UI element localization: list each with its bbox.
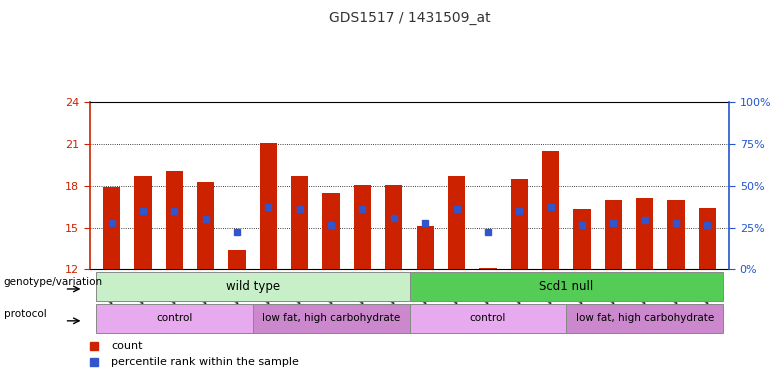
Bar bbox=[260, 143, 277, 269]
Bar bbox=[573, 210, 590, 269]
Bar bbox=[410, 272, 723, 301]
Text: percentile rank within the sample: percentile rank within the sample bbox=[112, 357, 299, 368]
Bar bbox=[354, 185, 371, 269]
Text: wild type: wild type bbox=[225, 280, 280, 293]
Text: control: control bbox=[156, 314, 193, 323]
Text: low fat, high carbohydrate: low fat, high carbohydrate bbox=[262, 314, 400, 323]
Bar bbox=[229, 250, 246, 269]
Bar bbox=[668, 200, 685, 269]
Bar bbox=[322, 193, 340, 269]
Text: GDS1517 / 1431509_at: GDS1517 / 1431509_at bbox=[328, 11, 491, 25]
Text: protocol: protocol bbox=[4, 309, 46, 319]
Bar bbox=[253, 304, 410, 333]
Text: low fat, high carbohydrate: low fat, high carbohydrate bbox=[576, 314, 714, 323]
Bar bbox=[165, 171, 183, 269]
Text: count: count bbox=[112, 340, 143, 351]
Text: Scd1 null: Scd1 null bbox=[539, 280, 594, 293]
Bar bbox=[197, 182, 215, 269]
Text: control: control bbox=[470, 314, 506, 323]
Bar bbox=[103, 187, 120, 269]
Bar bbox=[291, 176, 308, 269]
Bar bbox=[479, 268, 497, 269]
Bar bbox=[410, 304, 566, 333]
Bar bbox=[542, 151, 559, 269]
Bar bbox=[417, 226, 434, 269]
Bar bbox=[511, 179, 528, 269]
Bar bbox=[134, 176, 151, 269]
Bar bbox=[604, 200, 622, 269]
Bar bbox=[699, 208, 716, 269]
Bar bbox=[96, 304, 253, 333]
Bar bbox=[448, 176, 465, 269]
Bar bbox=[96, 272, 410, 301]
Bar bbox=[566, 304, 723, 333]
Text: genotype/variation: genotype/variation bbox=[4, 277, 103, 287]
Bar bbox=[636, 198, 654, 269]
Bar bbox=[385, 185, 402, 269]
